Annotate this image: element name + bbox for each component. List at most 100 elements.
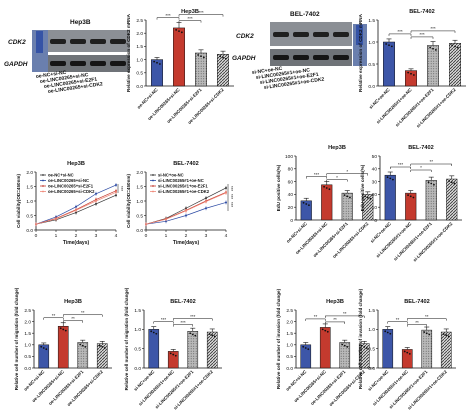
data-point <box>84 345 87 348</box>
data-point <box>307 348 310 351</box>
legend-marker <box>152 185 154 187</box>
significance-bracket <box>407 324 427 327</box>
y-tick-label: 1.5 <box>134 308 141 314</box>
data-point <box>427 181 430 184</box>
legend-label: si-LINC00265#1+oe-E2F1 <box>158 184 208 189</box>
blot-band-cdk2 <box>333 32 349 37</box>
data-point <box>407 71 410 74</box>
y-tick-label: 1.5 <box>136 44 143 50</box>
data-point <box>454 45 456 48</box>
data-point <box>321 328 324 331</box>
data-point <box>412 74 415 76</box>
data-point <box>178 30 180 33</box>
y-axis-label: Relative cell number of migration (fold … <box>124 287 129 390</box>
blot-band-cdk2 <box>313 32 329 37</box>
x-tick-label: si-LINC00265#1+oe-NC <box>138 369 176 407</box>
y-tick-label: 0 <box>374 218 377 224</box>
x-tick-label: 0 <box>145 233 148 239</box>
x-tick-label: si-LINC00265#1+oe-E2F1 <box>388 369 429 410</box>
x-tick-label: oe-LINC00265+si-CDK2 <box>331 221 369 259</box>
data-point <box>175 29 178 31</box>
blot-band-cdk2 <box>110 39 126 44</box>
y-tick-label: 1.0 <box>26 199 33 205</box>
significance-label: *** <box>187 16 193 21</box>
y-tick-label: 2.0 <box>24 319 31 325</box>
bar <box>173 27 185 87</box>
data-point <box>205 207 207 210</box>
significance-bracket <box>306 176 327 179</box>
data-point <box>45 348 48 351</box>
blot-band-gapdh <box>293 55 309 60</box>
data-point <box>453 182 456 185</box>
x-tick-label: 4 <box>115 233 118 239</box>
significance-label: *** <box>229 186 234 191</box>
significance-bracket <box>407 318 447 321</box>
y-tick-label: 1.5 <box>24 331 31 337</box>
y-tick-label: 2.0 <box>26 170 33 176</box>
significance-label: *** <box>198 10 204 15</box>
significance-label: *** <box>190 314 196 319</box>
data-point <box>208 333 211 335</box>
data-point <box>343 194 346 197</box>
data-point <box>115 184 117 187</box>
y-tick-label: 0.0 <box>368 84 375 90</box>
y-tick-label: 2.5 <box>136 18 143 24</box>
data-point <box>388 44 390 47</box>
y-tick-label: 0.0 <box>134 366 141 372</box>
data-point <box>152 331 155 334</box>
blot-row-label: GAPDH <box>232 55 256 62</box>
data-point <box>389 332 392 335</box>
y-axis-label: Relative expression of CDK2 mRNA <box>126 13 131 92</box>
chart-title: BEL-7402 <box>404 299 430 305</box>
data-point <box>194 334 197 337</box>
bar <box>427 45 439 87</box>
bar-chart: 0.0 0.5 1.0 1.5 Relative expression of CDK2 … <box>358 9 466 129</box>
significance-label: ** <box>81 310 85 315</box>
x-tick-label: si-LINC00265#1+oe-E2F1 <box>394 87 435 128</box>
y-tick-label: 1.0 <box>136 199 143 205</box>
bar <box>217 54 229 87</box>
y-tick-label: 0.5 <box>368 62 375 68</box>
y-tick-label: 1.5 <box>368 18 375 24</box>
y-tick-label: 2.0 <box>136 170 143 176</box>
blot-title: BEL-7402 <box>290 11 320 18</box>
data-point <box>406 351 409 354</box>
significance-bracket <box>410 30 456 33</box>
y-tick-label: 0.0 <box>136 228 143 234</box>
chart-title: Hep3B <box>67 161 85 167</box>
chart-title: BEL-7402 <box>409 9 435 15</box>
significance-label: *** <box>398 162 404 167</box>
legend-marker <box>152 174 154 176</box>
data-point <box>360 344 363 347</box>
blot-band-cdk2 <box>50 39 66 44</box>
data-point <box>349 196 351 199</box>
data-point <box>115 191 117 194</box>
data-point <box>363 345 366 348</box>
significance-label: ** <box>415 320 419 325</box>
data-point <box>302 345 305 348</box>
data-point <box>385 43 388 45</box>
y-axis-label: Relative cell number of migration (fold … <box>14 287 19 390</box>
y-tick-label: 100 <box>285 154 293 160</box>
legend-label: oe-NC+si-NC <box>48 173 74 178</box>
blot-title: Hep3B <box>70 19 91 26</box>
y-axis-label: EdU positive cells(%) <box>276 164 281 211</box>
bar <box>384 174 396 221</box>
significance-label: * <box>336 175 338 180</box>
significance-bracket <box>153 321 174 324</box>
y-tick-label: 10 <box>372 205 378 211</box>
data-point <box>323 185 325 188</box>
x-tick-label: oe-NC+si-NC <box>136 87 159 110</box>
bar <box>421 329 433 369</box>
x-tick-label: si-LINC00265#1+oe-E2F1 <box>154 369 195 410</box>
y-tick-label: 2.5 <box>286 308 293 314</box>
blot-cdk2-strip <box>48 30 130 52</box>
data-point <box>328 188 331 191</box>
data-point <box>222 56 224 59</box>
x-axis-label: Time(days) <box>63 240 90 246</box>
y-tick-label: 0.5 <box>26 213 33 219</box>
y-tick-label: 40 <box>288 192 294 198</box>
significance-label: ** <box>425 314 429 319</box>
data-point <box>185 214 187 217</box>
